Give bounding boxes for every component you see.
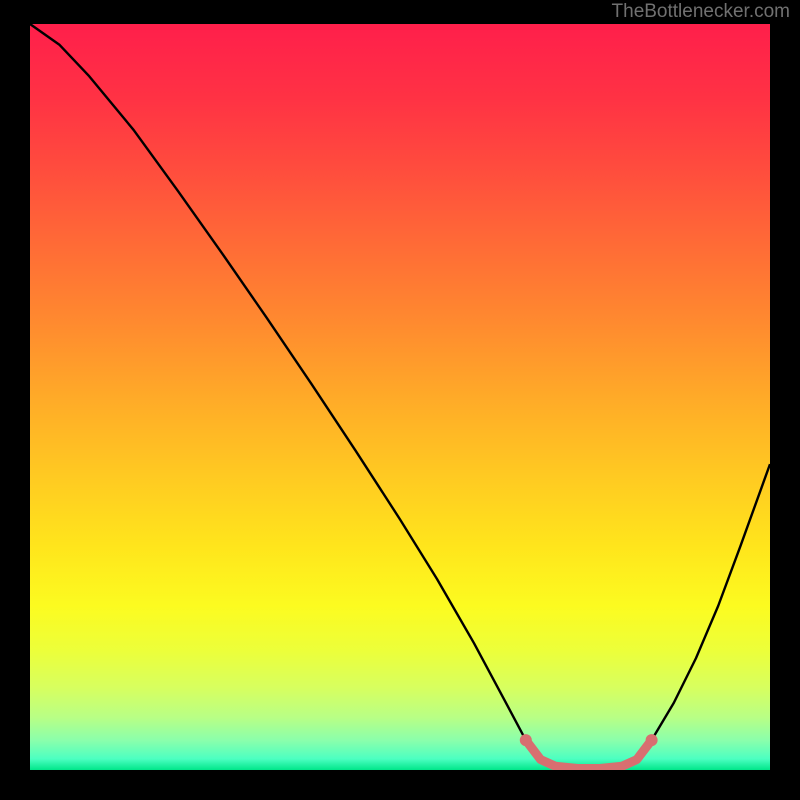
highlight-end-marker xyxy=(646,734,658,746)
optimal-range-highlight xyxy=(526,740,652,768)
plot-area xyxy=(30,24,770,770)
curve-overlay xyxy=(30,24,770,770)
bottleneck-curve xyxy=(30,24,770,770)
highlight-start-marker xyxy=(520,734,532,746)
bottleneck-chart: TheBottlenecker.com xyxy=(0,0,800,800)
watermark-text: TheBottlenecker.com xyxy=(612,0,790,24)
